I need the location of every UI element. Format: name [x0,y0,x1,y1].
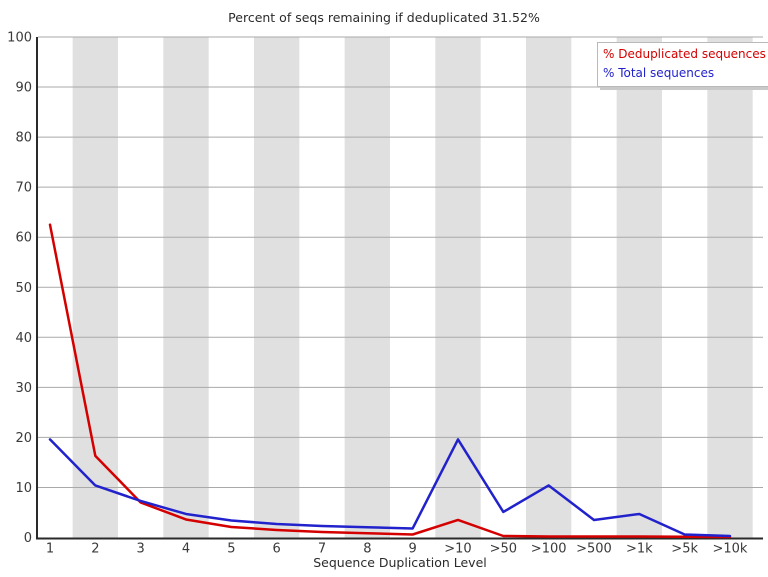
legend: % Deduplicated sequences % Total sequenc… [597,42,768,88]
y-tick-label: 100 [7,31,32,46]
x-tick-label: >50 [490,542,517,557]
legend-entry-total: % Total sequences [603,66,715,81]
x-tick-label: 4 [182,542,190,557]
y-tick-label: 50 [15,281,32,296]
x-tick-label: 5 [227,542,235,557]
y-tick-label: 70 [15,181,32,196]
chart-title: Percent of seqs remaining if deduplicate… [228,10,540,25]
x-axis-title: Sequence Duplication Level [313,555,487,570]
y-tick-label: 80 [15,131,32,146]
x-tick-label: >1k [626,542,653,557]
x-tick-label: 3 [137,542,145,557]
x-tick-label: >100 [531,542,567,557]
y-tick-label: 10 [15,481,32,496]
y-tick-label: 20 [15,431,32,446]
x-tick-label: 6 [273,542,281,557]
series-line-deduplicated [48,223,732,539]
y-tick-label: 40 [15,331,32,346]
series-line-total [48,438,732,538]
x-tick-label: >500 [576,542,612,557]
x-tick-label: 7 [318,542,326,557]
y-tick-label: 60 [15,231,32,246]
x-tick-label: >5k [671,542,698,557]
legend-entry-deduplicated: % Deduplicated sequences [603,47,766,61]
x-tick-label: >10 [444,542,471,557]
y-tick-label: 30 [15,381,32,396]
y-tick-label: 0 [24,531,32,546]
y-tick-label: 90 [15,81,32,96]
x-tick-label: 1 [46,542,54,557]
x-tick-label: 2 [91,542,99,557]
x-tick-label: >10k [713,542,748,557]
x-tick-label: 9 [409,542,417,557]
x-tick-label: 8 [363,542,371,557]
